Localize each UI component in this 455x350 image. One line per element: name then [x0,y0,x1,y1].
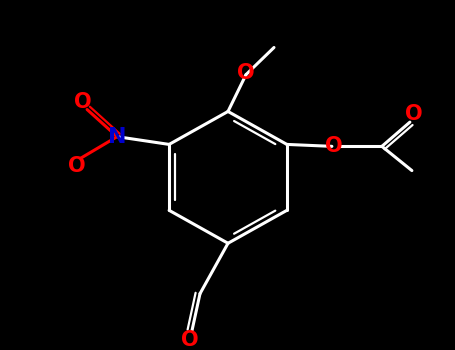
Text: O: O [325,136,343,156]
Text: N: N [108,127,126,147]
Text: O: O [237,63,255,83]
Text: O: O [181,330,199,350]
Text: O: O [405,104,423,124]
Text: O: O [68,156,86,176]
Text: O: O [74,92,92,112]
